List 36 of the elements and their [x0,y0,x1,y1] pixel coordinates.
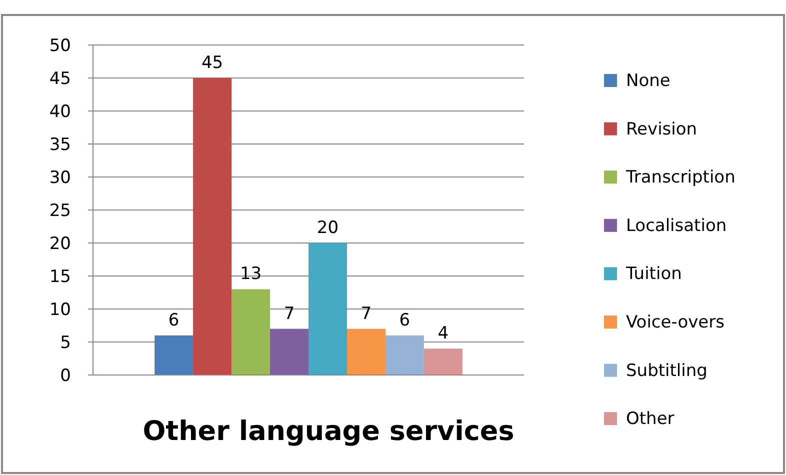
legend-label: Revision [626,119,698,140]
data-label: 4 [438,324,449,344]
data-label: 13 [240,264,262,284]
y-tick-label: 15 [49,266,71,287]
y-tick-label: 35 [49,134,71,155]
data-label: 45 [201,53,224,73]
data-label: 7 [360,304,372,324]
y-tick-label: 10 [49,300,71,320]
bar [154,335,194,375]
y-tick-label: 50 [49,36,71,56]
y-tick-label: 5 [60,332,71,353]
data-label: 6 [168,310,180,330]
bar [346,328,386,375]
bar [385,335,424,375]
legend-label: Subtitling [626,360,708,381]
data-label: 7 [284,304,295,324]
bar [232,289,270,375]
legend-label: Transcription [625,168,736,188]
data-label: 20 [316,218,339,238]
y-tick-label: 0 [60,366,71,386]
data-label: 6 [399,310,410,330]
bar [308,243,347,375]
y-tick-label: 40 [49,102,71,122]
legend-label: Voice-overs [626,312,725,332]
bar [270,328,308,375]
y-tick-label: 25 [49,200,71,221]
bar [193,78,232,375]
legend-label: Localisation [626,216,727,236]
legend-label: None [626,70,670,91]
bar [424,348,462,375]
text: Other language services [142,416,514,447]
y-tick-label: 45 [49,68,71,89]
legend-label: Other [626,409,674,430]
y-tick-label: 20 [49,234,71,254]
legend-label: Tuition [625,264,682,284]
y-tick-label: 30 [49,168,71,188]
